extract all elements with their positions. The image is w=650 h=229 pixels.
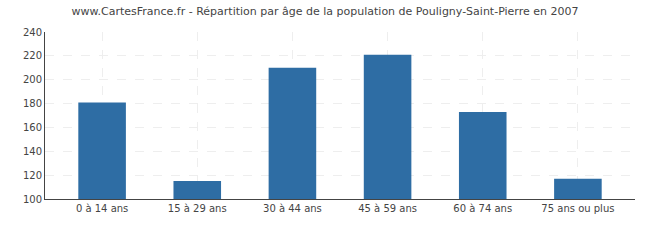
svg-text:200: 200	[23, 74, 42, 85]
svg-text:100: 100	[23, 194, 42, 205]
svg-text:220: 220	[23, 50, 42, 61]
svg-text:160: 160	[23, 122, 42, 133]
svg-text:30 à 44 ans: 30 à 44 ans	[263, 203, 322, 214]
svg-text:120: 120	[23, 170, 42, 181]
svg-text:60 à 74 ans: 60 à 74 ans	[453, 203, 512, 214]
svg-text:45 à 59 ans: 45 à 59 ans	[358, 203, 417, 214]
svg-text:180: 180	[23, 98, 42, 109]
svg-text:www.CartesFrance.fr - Répartit: www.CartesFrance.fr - Répartition par âg…	[72, 5, 579, 18]
svg-text:75 ans ou plus: 75 ans ou plus	[541, 203, 614, 214]
svg-text:15 à 29 ans: 15 à 29 ans	[168, 203, 227, 214]
svg-text:0 à 14 ans: 0 à 14 ans	[76, 203, 128, 214]
svg-text:140: 140	[23, 146, 42, 157]
svg-text:240: 240	[23, 27, 42, 38]
